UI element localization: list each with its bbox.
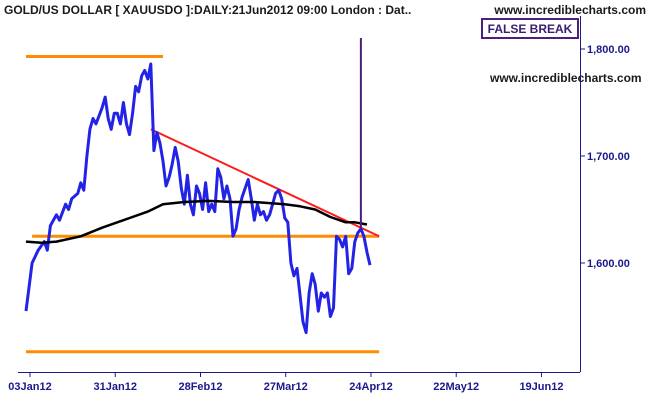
y-tick-label: 1,800.00: [587, 44, 630, 56]
x-tick-label: 24Apr12: [349, 381, 392, 393]
site-link-corner[interactable]: www.incrediblecharts.com: [493, 3, 646, 17]
x-axis-line: [18, 372, 580, 373]
false-break-label: FALSE BREAK: [488, 22, 573, 36]
y-axis: 1,800.00 1,700.00 1,600.00: [580, 44, 630, 270]
trendline-group: [150, 128, 380, 238]
x-axis: 03Jan12 31Jan12 28Feb12 27Mar12 24Apr12 22May…: [8, 372, 563, 393]
x-tick-label: 22May12: [433, 381, 479, 393]
y-tick-label: 1,600.00: [587, 258, 630, 270]
site-watermark: www.incrediblecharts.com: [489, 71, 642, 85]
moving-average-line: [25, 199, 368, 244]
chart-title: GOLD/US DOLLAR [ XAUUSDO ]:DAILY:21Jun20…: [4, 3, 411, 17]
x-tick-label: 03Jan12: [8, 381, 51, 393]
horizontal-levels: [26, 54, 380, 354]
x-tick-label: 27Mar12: [264, 381, 308, 393]
x-tick-label: 28Feb12: [178, 381, 222, 393]
y-tick-label: 1,700.00: [587, 151, 630, 163]
annotation-group: FALSE BREAK: [359, 18, 579, 229]
x-tick-label: 31Jan12: [94, 381, 137, 393]
x-tick-label: 19Jun12: [519, 381, 563, 393]
downtrend-line: [150, 128, 380, 238]
plot-area: 1,800.00 1,700.00 1,600.00 03Jan12 31Jan12 2…: [8, 16, 630, 393]
y-axis-line: [580, 16, 581, 372]
false-break-box: [481, 18, 579, 39]
price-line: [24, 62, 372, 335]
series-group: [24, 62, 372, 335]
